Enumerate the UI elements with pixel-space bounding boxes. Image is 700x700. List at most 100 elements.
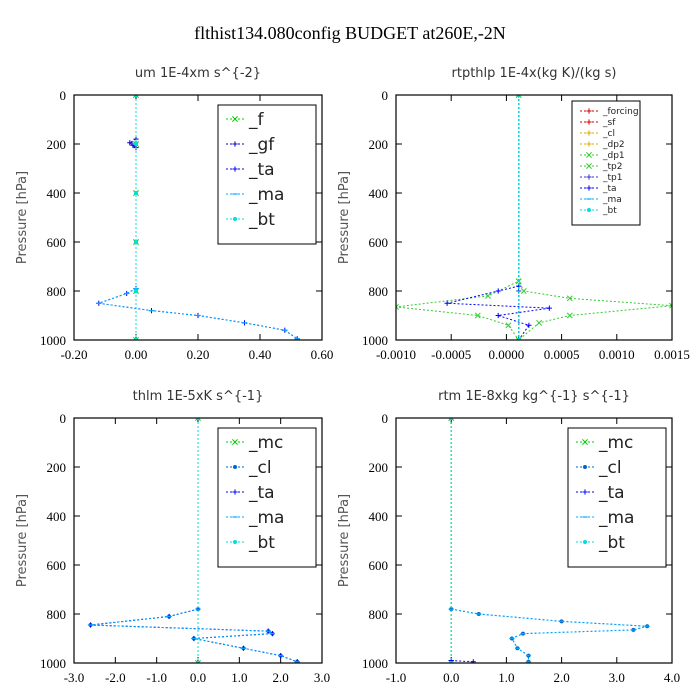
legend-label: _tp1 [602,173,622,183]
series-group [96,95,300,340]
data-point [195,418,201,421]
panels: um 1E-4xm s^{-2}Pressure [hPa]-0.20 0.00 0… [15,66,690,685]
legend-label: _gf [248,135,275,155]
data-point [566,295,573,302]
data-point [396,303,399,310]
x-tick-label: -3.0 [64,670,85,685]
legend-label: _cl [248,458,272,478]
legend-label: _bt [248,533,275,553]
legend: _forcing_sf_cl_dp2_dp1_tp2_tp1_ta_ma_bt [571,100,641,226]
series-line [518,95,672,340]
legend-label: _bt [248,210,275,230]
x-tick-label: -0.0010 [376,347,416,362]
figure-title: flthist134.080config BUDGET at260E,-2N [194,23,506,43]
legend-marker [233,217,237,221]
x-tick-label: -1.0 [146,670,167,685]
x-tick-label: 0.0005 [544,347,580,362]
legend-marker [586,185,592,191]
legend-label: _dp2 [602,140,625,150]
data-point [495,312,501,319]
legend-marker [586,119,592,125]
x-tick-label: 1.0 [231,670,247,685]
x-tick-label: 1.0 [498,670,514,685]
y-tick-label: 1000 [362,656,388,671]
series-group [396,95,672,340]
legend-label: _ma [598,508,634,528]
panel-3: thlm 1E-5xK s^{-1} Pressure [hPa] -3.0 -2.0… [15,389,330,685]
series-line [90,608,298,663]
legend-marker [586,141,592,147]
x-tick-label: 0.0000 [489,347,525,362]
plot-frame [73,94,323,341]
y-tick-label: 200 [369,460,389,475]
y-axis-label: Pressure [hPa] [15,494,30,587]
y-tick-label: 200 [369,137,389,152]
data-point [448,660,455,663]
plot-frame [73,417,323,664]
data-point [448,418,455,421]
data-point [546,305,552,311]
y-tick-label: 800 [47,607,67,622]
legend-label: _ta [248,160,275,180]
series-line [451,608,648,662]
legend-box [567,427,667,568]
series-line [396,95,520,340]
data-point [127,140,133,146]
y-tick-label: 400 [47,186,67,201]
x-tick-label: -1.0 [386,670,407,685]
data-point [133,337,139,340]
x-tick-label: 3.0 [609,670,625,685]
series-line [451,660,474,663]
y-tick-label: 1000 [40,656,66,671]
legend-marker [583,465,587,469]
legend-label: _bt [598,533,625,553]
legend-label: _cl [602,129,615,139]
y-axis-label: Pressure [hPa] [337,171,352,264]
x-tick-label: 4.0 [664,670,680,685]
legend-marker [233,540,237,544]
x-tick-label: 0.00 [125,347,148,362]
legend-marker [233,465,237,469]
legend-label: _ta [598,483,625,503]
legend-label: _mc [598,433,633,453]
legend: _mc _cl _ta _ma _bt [567,427,667,568]
data-point [470,659,476,663]
plot-frame [395,94,673,341]
series-group [448,418,650,663]
legend-label: _ta [248,483,275,503]
y-tick-label: 800 [369,284,389,299]
legend-marker [586,152,592,158]
legend-marker [586,163,592,169]
x-tick-label: 2.0 [273,670,289,685]
y-tick-label: 600 [47,235,67,250]
data-point [474,312,481,319]
y-tick-label: 0 [382,411,389,426]
series-line [90,608,298,663]
legend-box [571,100,641,226]
legend-marker [587,208,591,212]
x-tick-label: 0.0015 [654,347,690,362]
x-tick-label: 0.0 [190,670,206,685]
data-point [515,278,522,285]
legend-label: _tp2 [602,162,622,172]
panel-title: rtpthlp 1E-4x(kg K)/(kg s) [452,66,617,81]
legend-label: _ma [248,185,284,205]
legend: _mc _cl _ta _ma _bt [217,427,317,568]
x-tick-label: 0.40 [249,347,272,362]
data-point [134,191,138,195]
y-tick-label: 400 [369,186,389,201]
series-line [451,608,648,662]
legend-label: _forcing [602,107,639,117]
legend-label: _ta [602,184,617,194]
plot-frame [395,417,673,664]
x-tick-label: 0.60 [311,347,334,362]
y-tick-label: 800 [369,607,389,622]
data-point [195,660,201,663]
panel-4: rtm 1E-8xkg kg^{-1} s^{-1} Pressure [hPa]… [337,389,680,685]
legend: _f _gf _ta _ma _bt [217,104,317,245]
data-point [669,302,672,309]
legend-label: _bt [602,206,617,216]
x-tick-label: -0.0005 [431,347,471,362]
y-tick-label: 800 [47,284,67,299]
